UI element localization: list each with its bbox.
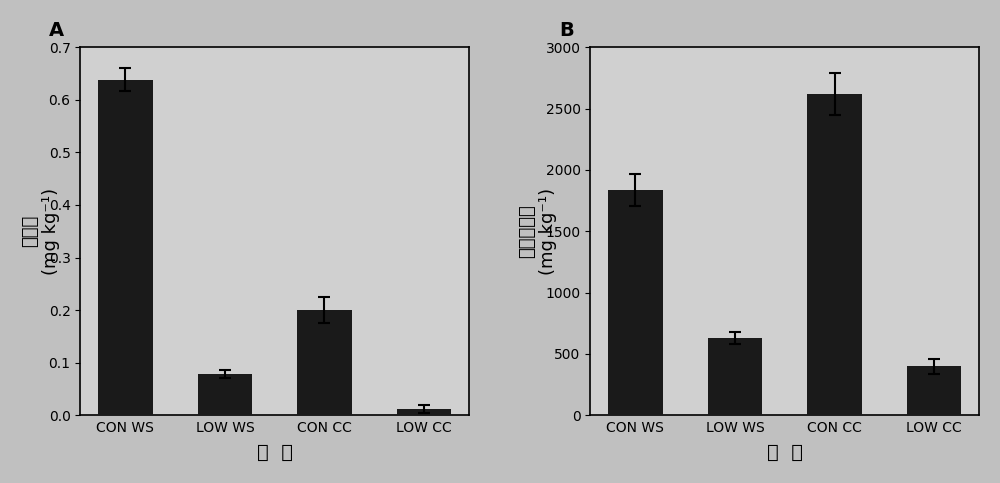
Text: B: B (559, 21, 574, 40)
Bar (907, 366, 961, 415)
Bar (807, 94, 862, 415)
Bar (297, 310, 352, 415)
Bar (198, 374, 252, 415)
X-axis label: 处  理: 处 理 (257, 443, 293, 462)
X-axis label: 处  理: 处 理 (767, 443, 803, 462)
Bar (608, 189, 663, 415)
Bar (708, 338, 762, 415)
Y-axis label: 硝酸盐含量
(mg kg⁻¹): 硝酸盐含量 (mg kg⁻¹) (518, 188, 557, 275)
Bar (98, 80, 153, 415)
Bar (397, 409, 451, 415)
Y-axis label: 镜含量
(mg kg⁻¹): 镜含量 (mg kg⁻¹) (21, 188, 60, 275)
Text: A: A (49, 21, 64, 40)
